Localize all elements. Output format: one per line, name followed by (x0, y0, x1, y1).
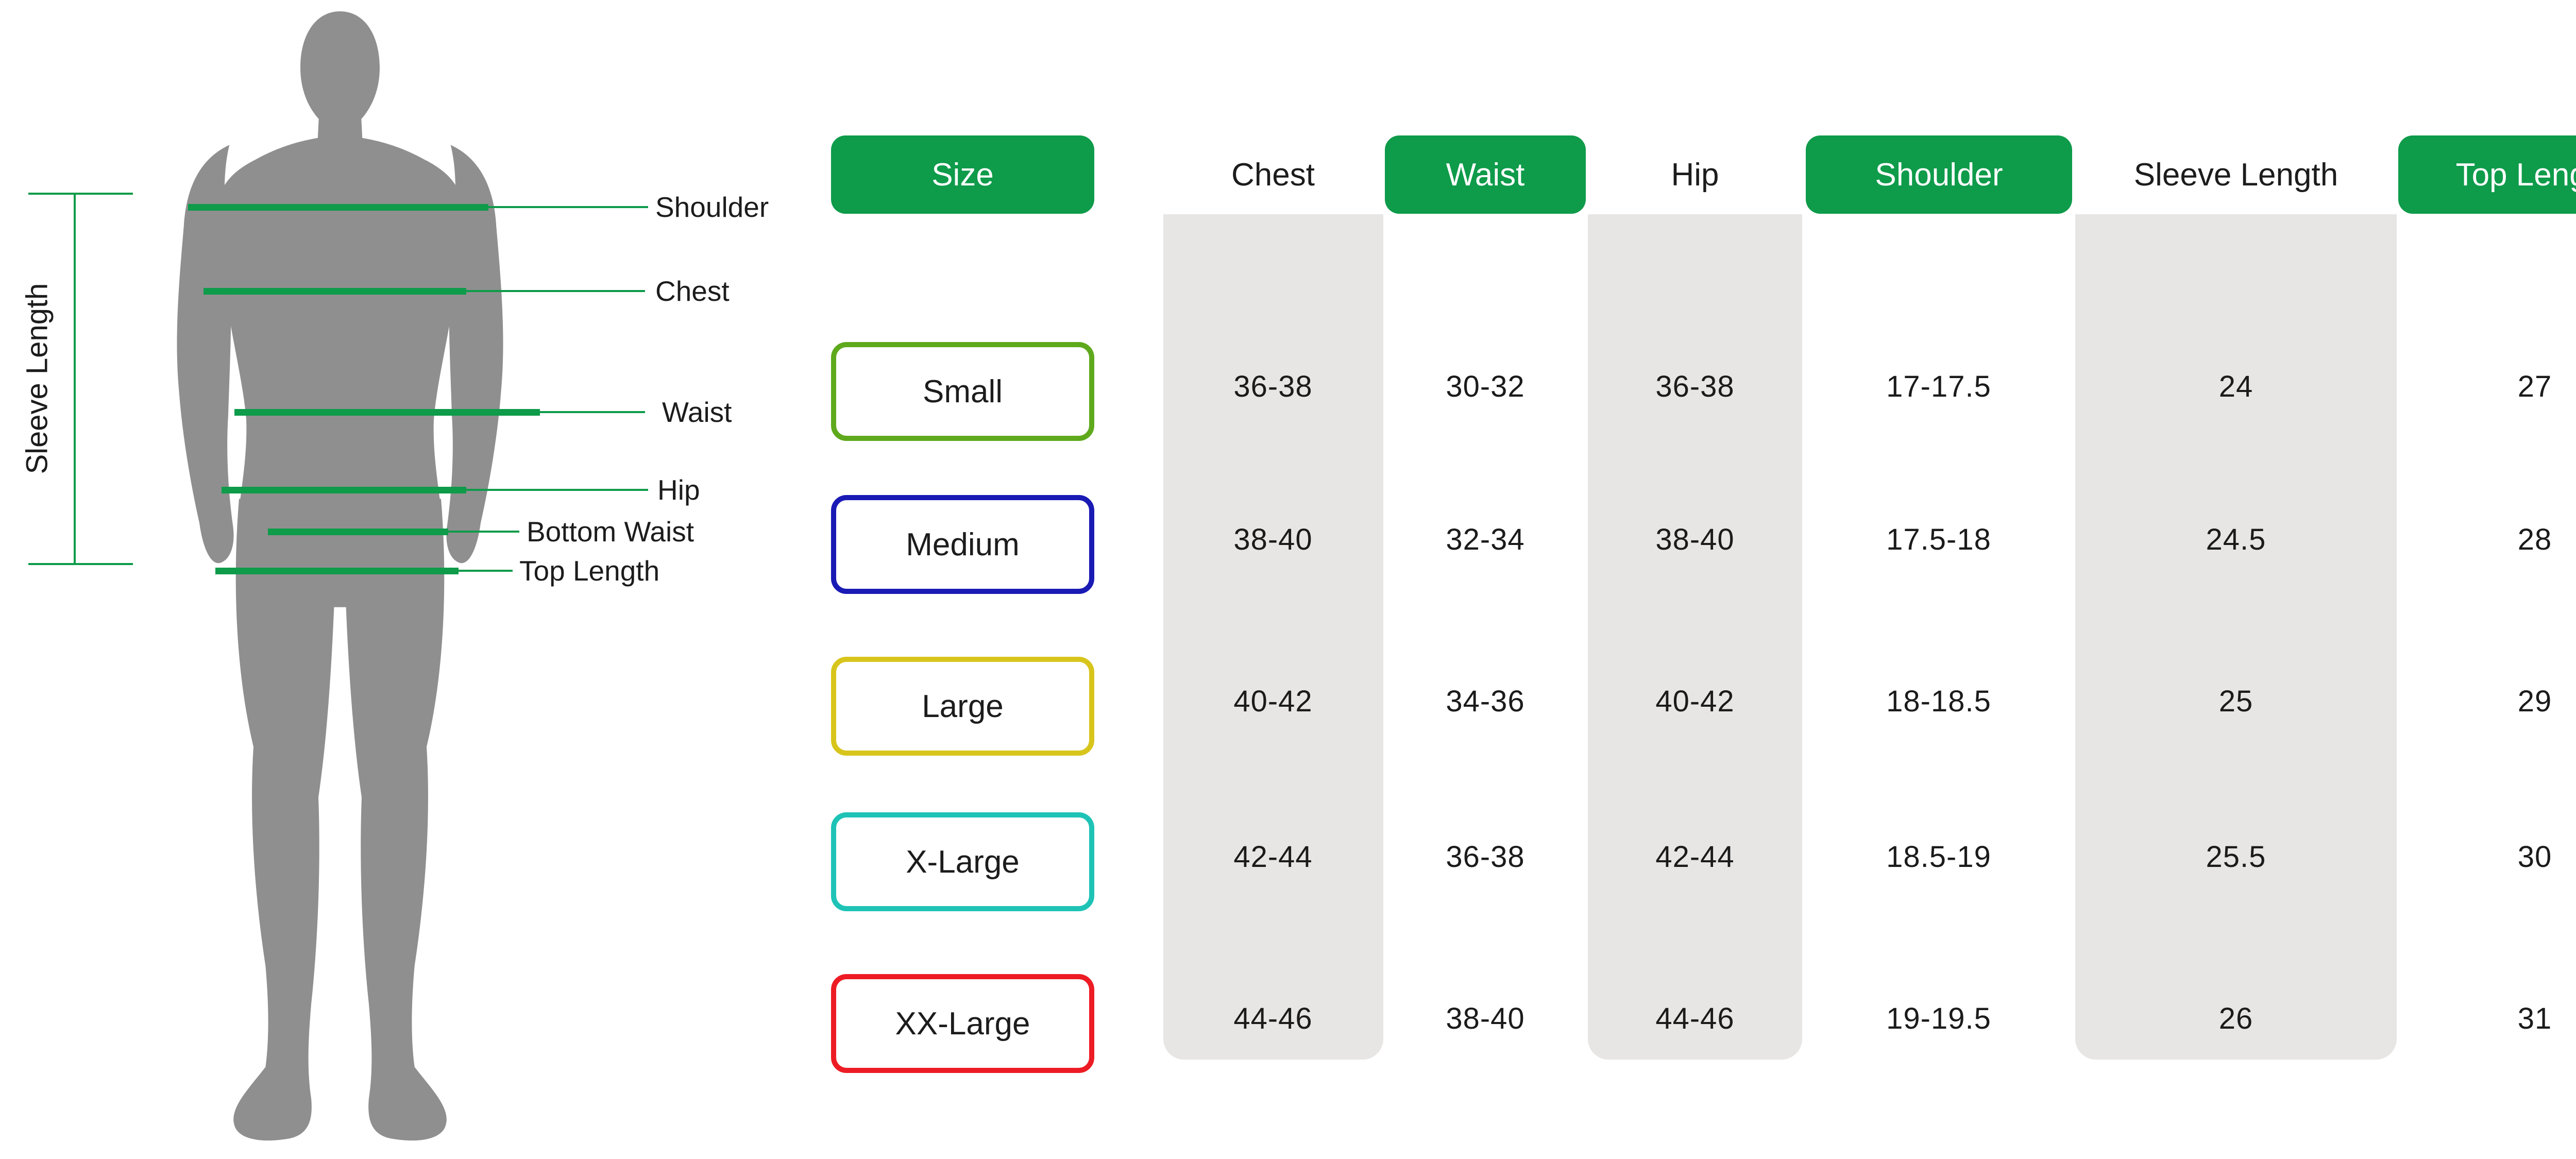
bottom_waist-pointer-line (448, 531, 519, 533)
chest-pointer-line (466, 290, 645, 292)
silhouette-left-leg (233, 499, 340, 1141)
size-badge-large: Large (831, 657, 1094, 756)
column-band-hip (1588, 214, 1802, 1060)
header-chip-chest: Chest (1165, 135, 1381, 214)
cell-sleeve-length-large: 25 (2218, 684, 2253, 718)
cell-top-length-x-large: 30 (2517, 840, 2552, 874)
bottom_waist-label: Bottom Waist (527, 516, 694, 548)
sleeve-measure-top-cap (28, 193, 133, 195)
size-badge-x-large: X-Large (831, 812, 1094, 911)
sleeve-measure-line (74, 194, 76, 564)
cell-chest-xx-large: 44-46 (1233, 1001, 1313, 1035)
header-chip-sleeve-length: Sleeve Length (2077, 135, 2395, 214)
cell-top-length-medium: 28 (2517, 522, 2552, 556)
header-chip-waist: Waist (1385, 135, 1586, 214)
size-badge-medium: Medium (831, 495, 1094, 594)
silhouette-head (300, 11, 380, 130)
sleeve-measure-bottom-cap (28, 563, 133, 565)
top_length-measure-line (215, 568, 459, 574)
cell-shoulder-large: 18-18.5 (1886, 684, 1991, 718)
size-badge-small: Small (831, 342, 1094, 441)
cell-chest-small: 36-38 (1233, 369, 1313, 403)
cell-top-length-xx-large: 31 (2517, 1001, 2552, 1035)
waist-label: Waist (662, 396, 732, 428)
hip-measure-line (222, 487, 466, 493)
cell-chest-large: 40-42 (1233, 684, 1313, 718)
cell-sleeve-length-medium: 24.5 (2206, 522, 2266, 556)
cell-waist-x-large: 36-38 (1446, 840, 1525, 874)
cell-chest-medium: 38-40 (1233, 522, 1313, 556)
header-chip-top-length: Top Length (2398, 135, 2576, 214)
waist-measure-line (234, 409, 540, 416)
cell-hip-large: 40-42 (1655, 684, 1735, 718)
cell-sleeve-length-x-large: 25.5 (2206, 840, 2266, 874)
top_length-label: Top Length (519, 555, 660, 587)
header-chip-shoulder: Shoulder (1806, 135, 2072, 214)
header-chip-hip: Hip (1590, 135, 1800, 214)
header-chip-size: Size (831, 135, 1094, 214)
column-band-sleeve-length (2075, 214, 2397, 1060)
cell-shoulder-xx-large: 19-19.5 (1886, 1001, 1991, 1035)
shoulder-pointer-line (488, 206, 648, 208)
column-band-chest (1163, 214, 1383, 1060)
cell-waist-large: 34-36 (1446, 684, 1525, 718)
hip-pointer-line (466, 489, 648, 491)
shoulder-measure-line (188, 204, 488, 211)
cell-hip-small: 36-38 (1655, 369, 1735, 403)
cell-waist-medium: 32-34 (1446, 522, 1525, 556)
silhouette-right-arm (446, 145, 503, 564)
cell-top-length-large: 29 (2517, 684, 2552, 718)
cell-hip-x-large: 42-44 (1655, 840, 1735, 874)
cell-shoulder-medium: 17.5-18 (1886, 522, 1991, 556)
chest-label: Chest (655, 275, 730, 307)
silhouette-right-leg (340, 499, 447, 1141)
bottom_waist-measure-line (268, 529, 448, 535)
cell-shoulder-small: 17-17.5 (1886, 369, 1991, 403)
waist-pointer-line (540, 411, 645, 413)
size-badge-xx-large: XX-Large (831, 974, 1094, 1073)
cell-hip-medium: 38-40 (1655, 522, 1735, 556)
cell-chest-x-large: 42-44 (1233, 840, 1313, 874)
cell-sleeve-length-xx-large: 26 (2218, 1001, 2253, 1035)
shoulder-label: Shoulder (655, 191, 769, 223)
cell-top-length-small: 27 (2517, 369, 2552, 403)
top_length-pointer-line (459, 570, 513, 572)
body-diagram: Sleeve Length Shoulder Chest Waist Hip Botto… (0, 0, 835, 1159)
cell-sleeve-length-small: 24 (2218, 369, 2253, 403)
hip-label: Hip (657, 474, 700, 506)
chest-measure-line (204, 288, 466, 295)
cell-shoulder-x-large: 18.5-19 (1886, 840, 1991, 874)
cell-waist-small: 30-32 (1446, 369, 1525, 403)
silhouette-left-arm (177, 145, 234, 564)
cell-waist-xx-large: 38-40 (1446, 1001, 1525, 1035)
cell-hip-xx-large: 44-46 (1655, 1001, 1735, 1035)
